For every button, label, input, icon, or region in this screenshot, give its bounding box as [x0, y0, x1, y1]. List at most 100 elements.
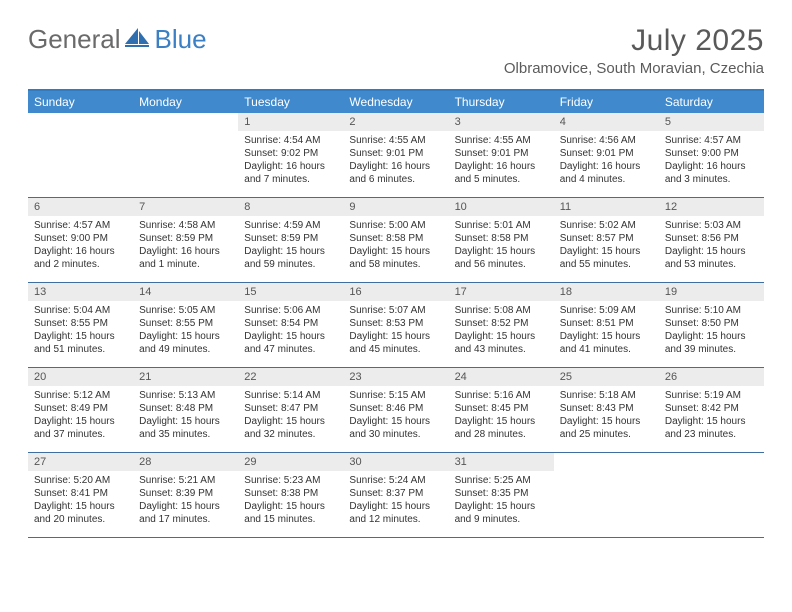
- sunrise-line: Sunrise: 5:21 AM: [139, 474, 232, 487]
- day-number: 9: [343, 198, 448, 216]
- daylight-line: Daylight: 15 hours and 58 minutes.: [349, 245, 442, 271]
- sunrise-line: Sunrise: 5:24 AM: [349, 474, 442, 487]
- sunrise-line: Sunrise: 4:55 AM: [349, 134, 442, 147]
- day-body: Sunrise: 4:56 AMSunset: 9:01 PMDaylight:…: [554, 131, 659, 191]
- day-body: Sunrise: 5:00 AMSunset: 8:58 PMDaylight:…: [343, 216, 448, 276]
- day-body: Sunrise: 5:15 AMSunset: 8:46 PMDaylight:…: [343, 386, 448, 446]
- calendar-weeks: 1Sunrise: 4:54 AMSunset: 9:02 PMDaylight…: [28, 113, 764, 538]
- sunset-line: Sunset: 8:55 PM: [139, 317, 232, 330]
- day-number: 4: [554, 113, 659, 131]
- day-body: Sunrise: 5:04 AMSunset: 8:55 PMDaylight:…: [28, 301, 133, 361]
- sunrise-line: Sunrise: 5:06 AM: [244, 304, 337, 317]
- daylight-line: Daylight: 16 hours and 3 minutes.: [665, 160, 758, 186]
- calendar-day: 22Sunrise: 5:14 AMSunset: 8:47 PMDayligh…: [238, 368, 343, 452]
- daylight-line: Daylight: 15 hours and 28 minutes.: [455, 415, 548, 441]
- calendar-day: 3Sunrise: 4:55 AMSunset: 9:01 PMDaylight…: [449, 113, 554, 197]
- sunset-line: Sunset: 8:58 PM: [349, 232, 442, 245]
- weekday-header: Friday: [554, 91, 659, 113]
- sunrise-line: Sunrise: 4:58 AM: [139, 219, 232, 232]
- day-number: 17: [449, 283, 554, 301]
- calendar-day: 17Sunrise: 5:08 AMSunset: 8:52 PMDayligh…: [449, 283, 554, 367]
- sunset-line: Sunset: 8:55 PM: [34, 317, 127, 330]
- sunrise-line: Sunrise: 5:00 AM: [349, 219, 442, 232]
- daylight-line: Daylight: 15 hours and 23 minutes.: [665, 415, 758, 441]
- daylight-line: Daylight: 15 hours and 59 minutes.: [244, 245, 337, 271]
- sunrise-line: Sunrise: 5:10 AM: [665, 304, 758, 317]
- day-body: Sunrise: 5:07 AMSunset: 8:53 PMDaylight:…: [343, 301, 448, 361]
- calendar-day: 30Sunrise: 5:24 AMSunset: 8:37 PMDayligh…: [343, 453, 448, 537]
- day-body: Sunrise: 4:54 AMSunset: 9:02 PMDaylight:…: [238, 131, 343, 191]
- day-number: 29: [238, 453, 343, 471]
- daylight-line: Daylight: 15 hours and 53 minutes.: [665, 245, 758, 271]
- day-number: 27: [28, 453, 133, 471]
- weekday-header: Wednesday: [343, 91, 448, 113]
- day-body: Sunrise: 4:55 AMSunset: 9:01 PMDaylight:…: [449, 131, 554, 191]
- day-body: Sunrise: 4:59 AMSunset: 8:59 PMDaylight:…: [238, 216, 343, 276]
- sunset-line: Sunset: 8:54 PM: [244, 317, 337, 330]
- day-number: 31: [449, 453, 554, 471]
- weekday-header: Monday: [133, 91, 238, 113]
- daylight-line: Daylight: 15 hours and 25 minutes.: [560, 415, 653, 441]
- header: General Blue July 2025 Olbramovice, Sout…: [28, 24, 764, 77]
- daylight-line: Daylight: 15 hours and 37 minutes.: [34, 415, 127, 441]
- calendar-day: 13Sunrise: 5:04 AMSunset: 8:55 PMDayligh…: [28, 283, 133, 367]
- day-number: 7: [133, 198, 238, 216]
- sunset-line: Sunset: 9:02 PM: [244, 147, 337, 160]
- calendar-day: 24Sunrise: 5:16 AMSunset: 8:45 PMDayligh…: [449, 368, 554, 452]
- calendar-day: 20Sunrise: 5:12 AMSunset: 8:49 PMDayligh…: [28, 368, 133, 452]
- day-body: Sunrise: 5:24 AMSunset: 8:37 PMDaylight:…: [343, 471, 448, 531]
- calendar-day: 2Sunrise: 4:55 AMSunset: 9:01 PMDaylight…: [343, 113, 448, 197]
- sunset-line: Sunset: 9:00 PM: [34, 232, 127, 245]
- calendar-day: 16Sunrise: 5:07 AMSunset: 8:53 PMDayligh…: [343, 283, 448, 367]
- sunrise-line: Sunrise: 5:19 AM: [665, 389, 758, 402]
- day-number: 14: [133, 283, 238, 301]
- day-body: Sunrise: 5:03 AMSunset: 8:56 PMDaylight:…: [659, 216, 764, 276]
- day-number: 18: [554, 283, 659, 301]
- day-number: 10: [449, 198, 554, 216]
- daylight-line: Daylight: 15 hours and 56 minutes.: [455, 245, 548, 271]
- sunrise-line: Sunrise: 5:23 AM: [244, 474, 337, 487]
- sunrise-line: Sunrise: 4:54 AM: [244, 134, 337, 147]
- daylight-line: Daylight: 15 hours and 47 minutes.: [244, 330, 337, 356]
- sunset-line: Sunset: 8:41 PM: [34, 487, 127, 500]
- calendar-day: 1Sunrise: 4:54 AMSunset: 9:02 PMDaylight…: [238, 113, 343, 197]
- day-body: Sunrise: 5:10 AMSunset: 8:50 PMDaylight:…: [659, 301, 764, 361]
- sunrise-line: Sunrise: 5:02 AM: [560, 219, 653, 232]
- sunrise-line: Sunrise: 5:07 AM: [349, 304, 442, 317]
- sunset-line: Sunset: 9:01 PM: [560, 147, 653, 160]
- sunset-line: Sunset: 8:46 PM: [349, 402, 442, 415]
- day-number: 8: [238, 198, 343, 216]
- sunrise-line: Sunrise: 5:16 AM: [455, 389, 548, 402]
- location-text: Olbramovice, South Moravian, Czechia: [504, 60, 764, 77]
- calendar-day: 11Sunrise: 5:02 AMSunset: 8:57 PMDayligh…: [554, 198, 659, 282]
- day-number: 13: [28, 283, 133, 301]
- sunrise-line: Sunrise: 5:14 AM: [244, 389, 337, 402]
- sunset-line: Sunset: 8:57 PM: [560, 232, 653, 245]
- day-body: Sunrise: 5:02 AMSunset: 8:57 PMDaylight:…: [554, 216, 659, 276]
- title-block: July 2025 Olbramovice, South Moravian, C…: [504, 24, 764, 77]
- daylight-line: Daylight: 16 hours and 6 minutes.: [349, 160, 442, 186]
- calendar-week: 6Sunrise: 4:57 AMSunset: 9:00 PMDaylight…: [28, 198, 764, 283]
- day-body: Sunrise: 5:05 AMSunset: 8:55 PMDaylight:…: [133, 301, 238, 361]
- day-body: Sunrise: 5:14 AMSunset: 8:47 PMDaylight:…: [238, 386, 343, 446]
- day-body: Sunrise: 5:12 AMSunset: 8:49 PMDaylight:…: [28, 386, 133, 446]
- day-number: 15: [238, 283, 343, 301]
- calendar-day: 5Sunrise: 4:57 AMSunset: 9:00 PMDaylight…: [659, 113, 764, 197]
- daylight-line: Daylight: 15 hours and 49 minutes.: [139, 330, 232, 356]
- daylight-line: Daylight: 16 hours and 7 minutes.: [244, 160, 337, 186]
- sunset-line: Sunset: 8:50 PM: [665, 317, 758, 330]
- day-body: Sunrise: 5:09 AMSunset: 8:51 PMDaylight:…: [554, 301, 659, 361]
- day-body: Sunrise: 5:19 AMSunset: 8:42 PMDaylight:…: [659, 386, 764, 446]
- day-number: 2: [343, 113, 448, 131]
- daylight-line: Daylight: 15 hours and 9 minutes.: [455, 500, 548, 526]
- day-number: 19: [659, 283, 764, 301]
- day-body: Sunrise: 5:20 AMSunset: 8:41 PMDaylight:…: [28, 471, 133, 531]
- sunset-line: Sunset: 8:51 PM: [560, 317, 653, 330]
- weekday-header: Thursday: [449, 91, 554, 113]
- day-number: 11: [554, 198, 659, 216]
- daylight-line: Daylight: 15 hours and 30 minutes.: [349, 415, 442, 441]
- calendar-day: 18Sunrise: 5:09 AMSunset: 8:51 PMDayligh…: [554, 283, 659, 367]
- sunset-line: Sunset: 8:38 PM: [244, 487, 337, 500]
- sunrise-line: Sunrise: 5:01 AM: [455, 219, 548, 232]
- sunrise-line: Sunrise: 5:08 AM: [455, 304, 548, 317]
